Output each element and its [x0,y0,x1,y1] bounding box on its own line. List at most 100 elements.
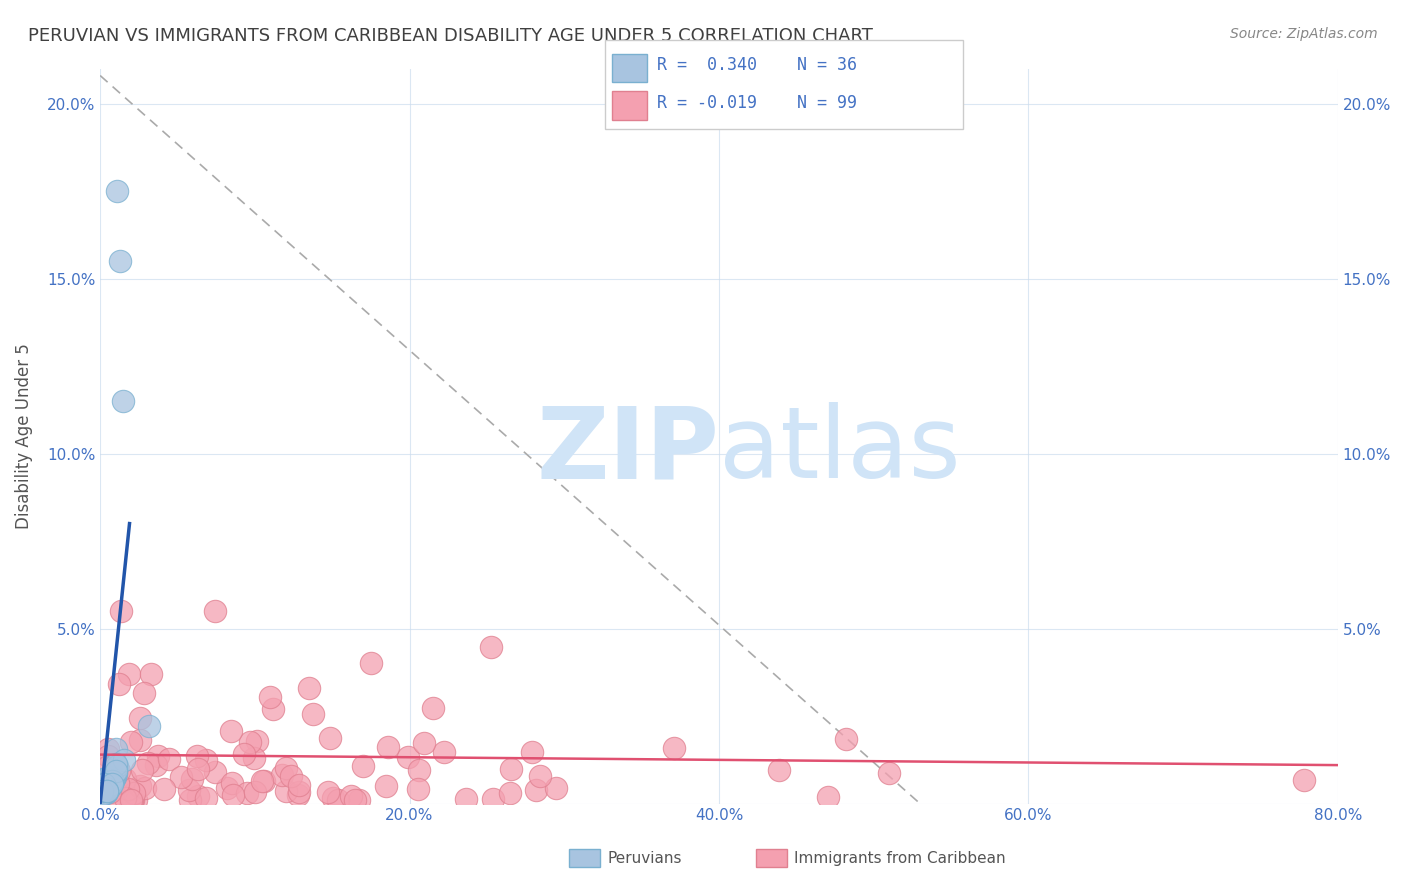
Point [219,724,242,739]
Point [98,776,121,790]
Point [322,791,344,805]
Point [105,759,128,773]
Point [298,681,321,696]
Point [122,786,145,800]
Point [768,763,790,777]
Point [177,782,200,797]
Point [194,791,217,805]
Point [103,771,125,785]
Point [104,770,127,784]
Point [120,793,142,807]
Point [145,758,167,772]
Point [454,792,477,806]
Point [157,751,180,765]
Point [529,769,551,783]
Point [96,785,118,799]
Point [181,772,204,786]
Point [112,394,135,409]
Point [98,779,121,793]
Point [107,776,129,790]
Point [232,747,254,762]
Point [222,788,245,802]
Point [262,702,284,716]
Text: PERUVIAN VS IMMIGRANTS FROM CARIBBEAN DISABILITY AGE UNDER 5 CORRELATION CHART: PERUVIAN VS IMMIGRANTS FROM CARIBBEAN DI… [28,27,873,45]
Point [131,763,153,777]
Point [112,753,135,767]
Point [352,759,374,773]
Point [118,667,141,681]
Point [186,748,208,763]
Point [104,764,127,779]
Point [105,742,128,756]
Point [97,742,120,756]
Point [98,780,121,794]
Point [270,768,292,782]
Text: Peruvians: Peruvians [607,851,682,865]
Point [90,784,112,798]
Text: Source: ZipAtlas.com: Source: ZipAtlas.com [1230,27,1378,41]
Point [98,785,121,799]
Point [101,777,124,791]
Point [340,789,363,803]
Point [91,788,114,802]
Point [138,756,160,770]
Point [97,748,120,763]
Point [128,711,150,725]
Point [105,184,128,198]
Point [433,745,456,759]
Point [103,769,125,783]
Point [501,762,523,776]
Point [396,750,419,764]
Point [276,784,298,798]
Point [93,777,115,791]
Point [326,793,349,807]
Text: Immigrants from Caribbean: Immigrants from Caribbean [794,851,1007,865]
Point [302,707,325,722]
Point [170,770,193,784]
Point [481,640,503,655]
Point [91,786,114,800]
Point [107,676,129,690]
Point [97,793,120,807]
Point [187,762,209,776]
Point [1292,773,1315,788]
Point [817,789,839,804]
Point [406,782,429,797]
Point [125,793,148,807]
Point [105,757,128,772]
Point [187,789,209,804]
Point [204,604,226,618]
Point [121,793,143,807]
Point [343,793,366,807]
Point [239,735,262,749]
Point [253,774,276,789]
Point [129,780,152,794]
Point [287,778,309,792]
Point [524,782,547,797]
Point [153,781,176,796]
Point [94,783,117,797]
Point [121,793,143,807]
Point [377,740,399,755]
Point [482,792,505,806]
Point [347,793,370,807]
Point [96,780,118,795]
Point [316,785,339,799]
Point [360,657,382,671]
Text: ZIP: ZIP [536,402,718,500]
Point [101,773,124,788]
Point [110,604,132,618]
Point [114,772,136,786]
Point [318,731,340,746]
Point [375,779,398,793]
Point [94,781,117,796]
Point [134,780,156,795]
Point [96,784,118,798]
Point [422,701,444,715]
Point [96,784,118,798]
Point [108,764,131,778]
Point [90,788,112,802]
Point [139,666,162,681]
Point [204,764,226,779]
Point [114,791,136,805]
